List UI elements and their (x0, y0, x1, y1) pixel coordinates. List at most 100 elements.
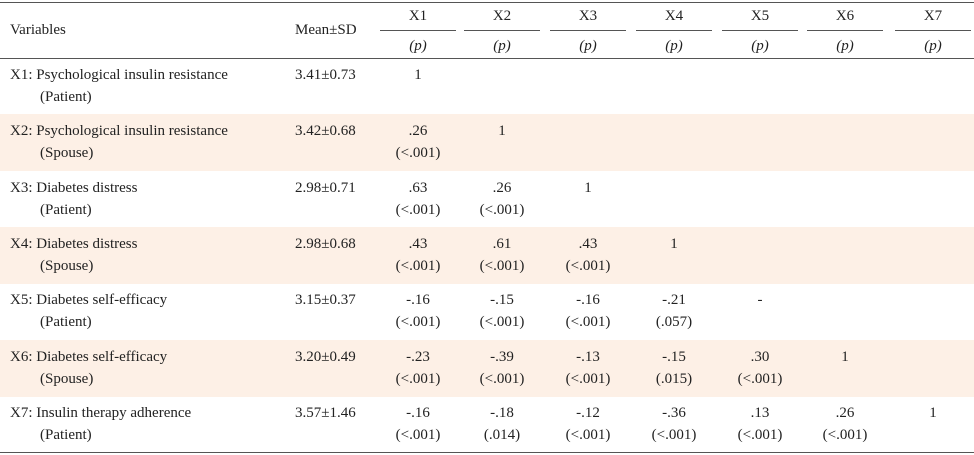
p-value: (<.001) (737, 427, 783, 443)
p-value: (<.001) (395, 371, 441, 387)
header-cell: Mean±SD (295, 22, 357, 38)
p-value: (.015) (655, 371, 693, 387)
column-header: X7 (923, 8, 943, 24)
variable-name: X2: Psychological insulin resistance (10, 123, 228, 139)
column-rule (722, 30, 798, 31)
p-value: (<.001) (565, 314, 611, 330)
p-value: (<.001) (395, 258, 441, 274)
row-band (0, 227, 974, 284)
p-value: (<.001) (565, 258, 611, 274)
p-value: (<.001) (737, 371, 783, 387)
column-subheader: (p) (836, 38, 854, 54)
p-value: (<.001) (565, 427, 611, 443)
p-value: (<.001) (395, 427, 441, 443)
p-value: (<.001) (822, 427, 868, 443)
row-band (0, 340, 974, 397)
column-header: X1 (408, 8, 428, 24)
p-value: (<.001) (479, 202, 525, 218)
correlation: .26 (835, 405, 855, 421)
column-header: X2 (492, 8, 512, 24)
correlation: .43 (578, 236, 598, 252)
variable-group: (Spouse) (40, 145, 94, 161)
column-rule (895, 30, 971, 31)
bottom-rule (0, 452, 974, 453)
column-rule (550, 30, 626, 31)
variable-group: (Patient) (40, 427, 92, 443)
correlation: -.16 (406, 292, 430, 308)
p-value: (<.001) (395, 145, 441, 161)
header-cell: Variables (10, 22, 66, 38)
variable-name: X1: Psychological insulin resistance (10, 67, 228, 83)
variable-name: X6: Diabetes self-efficacy (10, 349, 168, 365)
variable-group: (Patient) (40, 89, 92, 105)
correlation: 1 (670, 236, 678, 252)
p-value: (<.001) (395, 202, 441, 218)
column-rule (636, 30, 712, 31)
correlation: .43 (408, 236, 428, 252)
correlation: -.39 (490, 349, 514, 365)
correlation: 1 (498, 123, 506, 139)
mean-sd: 3.57±1.46 (295, 405, 356, 421)
p-value: (<.001) (479, 258, 525, 274)
row-band (0, 114, 974, 171)
correlation: 1 (929, 405, 937, 421)
p-value: (<.001) (479, 371, 525, 387)
column-rule (807, 30, 883, 31)
column-subheader: (p) (665, 38, 683, 54)
variable-name: X4: Diabetes distress (10, 236, 138, 252)
correlation: 1 (584, 180, 592, 196)
column-subheader: (p) (493, 38, 511, 54)
p-value: (.014) (483, 427, 521, 443)
column-header: X6 (835, 8, 855, 24)
mean-sd: 2.98±0.68 (295, 236, 356, 252)
correlation: 1 (414, 67, 422, 83)
correlation: -.16 (576, 292, 600, 308)
variable-name: X7: Insulin therapy adherence (10, 405, 192, 421)
p-value: (.057) (655, 314, 693, 330)
correlation: -.12 (576, 405, 600, 421)
column-header: X3 (578, 8, 598, 24)
column-subheader: (p) (751, 38, 769, 54)
mean-sd: 2.98±0.71 (295, 180, 356, 196)
mean-sd: 3.41±0.73 (295, 67, 356, 83)
top-rule (0, 2, 974, 3)
correlation: -.21 (662, 292, 686, 308)
column-rule (380, 30, 456, 31)
correlation: -.16 (406, 405, 430, 421)
variable-name: X3: Diabetes distress (10, 180, 138, 196)
p-value: (<.001) (395, 314, 441, 330)
mean-sd: 3.15±0.37 (295, 292, 356, 308)
correlation: -.36 (662, 405, 686, 421)
p-value: (<.001) (479, 314, 525, 330)
correlation: .61 (492, 236, 512, 252)
column-subheader: (p) (579, 38, 597, 54)
mean-sd: 3.42±0.68 (295, 123, 356, 139)
correlation: .13 (750, 405, 770, 421)
p-value: (<.001) (651, 427, 697, 443)
correlation: -.15 (662, 349, 686, 365)
variable-group: (Spouse) (40, 371, 94, 387)
mean-sd: 3.20±0.49 (295, 349, 356, 365)
correlation: -.15 (490, 292, 514, 308)
variable-group: (Spouse) (40, 258, 94, 274)
correlation: -.13 (576, 349, 600, 365)
variable-group: (Patient) (40, 202, 92, 218)
column-rule (464, 30, 540, 31)
column-header: X4 (664, 8, 684, 24)
p-value: (<.001) (565, 371, 611, 387)
correlation: - (757, 292, 763, 308)
variable-group: (Patient) (40, 314, 92, 330)
correlation: -.23 (406, 349, 430, 365)
correlation: 1 (841, 349, 849, 365)
correlation: -.18 (490, 405, 514, 421)
column-subheader: (p) (924, 38, 942, 54)
column-subheader: (p) (409, 38, 427, 54)
correlation: .30 (750, 349, 770, 365)
column-header: X5 (750, 8, 770, 24)
correlation: .26 (408, 123, 428, 139)
variable-name: X5: Diabetes self-efficacy (10, 292, 168, 308)
correlation: .26 (492, 180, 512, 196)
header-rule (0, 58, 974, 59)
correlation: .63 (408, 180, 428, 196)
